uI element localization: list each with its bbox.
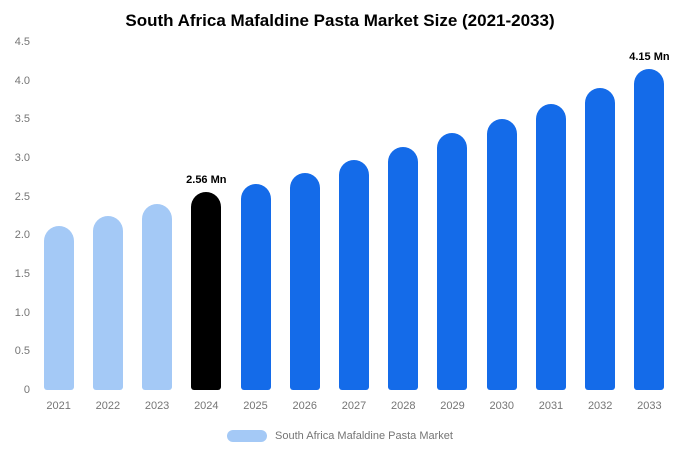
y-axis-tick-label: 3.5 (14, 113, 30, 126)
bar-slot: 2026 (280, 42, 329, 412)
bar-slot: 2.56 Mn 2024 (182, 42, 231, 412)
y-axis-tick-label: 0 (23, 384, 30, 396)
bar (585, 88, 616, 390)
legend: South Africa Mafaldine Pasta Market (0, 430, 680, 442)
x-axis-label: 2029 (440, 400, 465, 412)
legend-label: South Africa Mafaldine Pasta Market (275, 430, 453, 442)
x-axis-label: 2021 (46, 400, 71, 412)
bar (240, 184, 271, 390)
bar (191, 192, 222, 390)
legend-swatch (227, 430, 268, 442)
y-axis-tick-label: 3.0 (14, 152, 30, 164)
bar-value-annotation: 2.56 Mn (186, 174, 227, 186)
bar-slot: 2027 (329, 42, 378, 412)
bar-slot: 2025 (231, 42, 280, 412)
x-axis-label: 2032 (587, 400, 613, 412)
bar-slot: 2021 (34, 42, 83, 412)
bar (43, 226, 74, 390)
x-axis-label: 2033 (637, 400, 662, 412)
bar-slot: 2029 (428, 42, 477, 412)
bar-slot: 2030 (477, 42, 526, 412)
bar-slot: 2028 (379, 42, 428, 412)
x-axis-label: 2027 (341, 400, 367, 412)
x-axis-label: 2030 (489, 400, 514, 412)
x-axis-label: 2022 (95, 400, 121, 412)
y-axis-tick-label: 4.0 (14, 74, 30, 87)
x-axis-label: 2023 (144, 400, 170, 412)
y-axis-tick-label: 1.0 (14, 306, 30, 319)
bar (388, 147, 419, 390)
bar (142, 204, 173, 390)
bar-value-annotation: 4.15 Mn (629, 51, 670, 63)
bar (535, 104, 566, 390)
x-axis-label: 2028 (391, 400, 416, 412)
bar (486, 119, 517, 390)
x-axis-label: 2031 (538, 400, 564, 412)
y-axis-tick-label: 2.0 (14, 229, 30, 242)
bar (92, 216, 123, 390)
bar (634, 69, 665, 390)
bar-slot: 2022 (83, 42, 132, 412)
bar-slot: 4.15 Mn 2033 (625, 42, 674, 412)
y-axis-tick-label: 4.5 (14, 36, 30, 48)
y-axis-tick-label: 1.5 (14, 268, 30, 280)
chart-title: South Africa Mafaldine Pasta Market Size… (125, 11, 555, 30)
bar-slot: 2032 (576, 42, 625, 412)
bar (339, 160, 370, 390)
y-axis-tick-label: 2.5 (14, 190, 30, 203)
x-axis-label: 2026 (292, 400, 318, 412)
bar-slot: 2023 (132, 42, 181, 412)
bar (437, 133, 468, 390)
y-axis: 0 0.5 1.0 1.5 2.0 2.5 3.0 3.5 4.0 4.5 (4, 36, 30, 396)
bar-slot: 2031 (526, 42, 575, 412)
plot-area: 2021 2022 2023 2.56 Mn 2024 2025 2026 2027 2028 2… (34, 42, 674, 412)
x-axis-label: 2024 (194, 400, 219, 412)
y-axis-tick-label: 0.5 (14, 345, 30, 358)
bar (289, 173, 320, 390)
x-axis-label: 2025 (243, 400, 268, 412)
